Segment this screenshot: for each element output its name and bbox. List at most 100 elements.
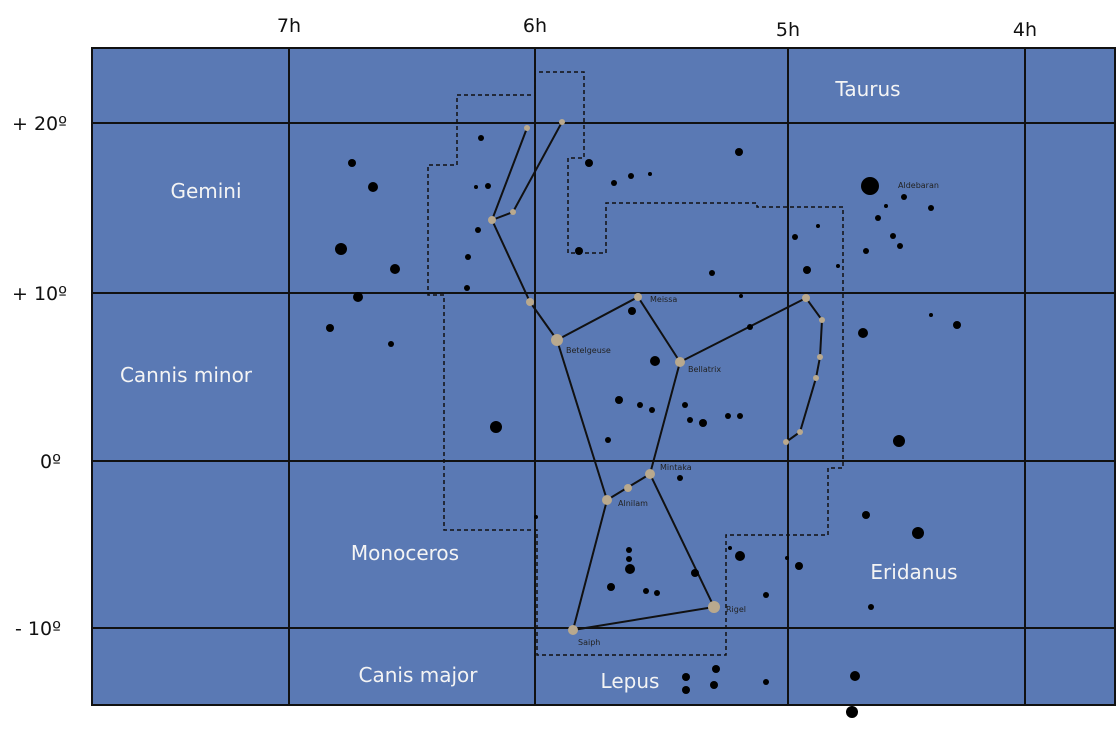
orion-star — [488, 216, 496, 224]
star — [648, 172, 652, 176]
star — [615, 396, 623, 404]
star — [607, 583, 615, 591]
star — [850, 671, 860, 681]
star — [816, 224, 820, 228]
star — [699, 419, 707, 427]
star — [747, 324, 753, 330]
star — [464, 285, 470, 291]
star — [474, 185, 478, 189]
star — [682, 402, 688, 408]
star — [575, 247, 583, 255]
orion-star — [645, 469, 655, 479]
star-label: Saiph — [578, 638, 600, 647]
ra-label: 4h — [1013, 19, 1037, 41]
star — [335, 243, 347, 255]
constellation-label: Canis major — [359, 663, 479, 687]
ra-label: 6h — [523, 15, 547, 37]
star — [626, 556, 632, 562]
star — [650, 356, 660, 366]
constellation-label: Monoceros — [351, 541, 459, 565]
star-label: Aldebaran — [898, 181, 939, 190]
map-area — [91, 47, 1116, 706]
dec-label: + 20º — [12, 113, 67, 135]
star — [953, 321, 961, 329]
star-label: Alnilam — [618, 499, 648, 508]
star — [712, 665, 720, 673]
star — [890, 233, 896, 239]
orion-star — [813, 375, 819, 381]
orion-star — [510, 209, 516, 215]
star-label: Mintaka — [660, 463, 692, 472]
star — [737, 413, 743, 419]
constellation-label: Cannis minor — [120, 363, 253, 387]
star — [728, 546, 732, 550]
ra-label: 5h — [776, 19, 800, 41]
star — [836, 264, 840, 268]
dec-label: 0º — [40, 451, 61, 473]
star — [901, 194, 907, 200]
star — [485, 183, 491, 189]
ra-label: 7h — [277, 15, 301, 37]
star — [710, 681, 718, 689]
star — [605, 437, 611, 443]
orion-star — [802, 294, 810, 302]
star — [626, 547, 632, 553]
orion-star — [783, 439, 789, 445]
orion-star — [568, 625, 578, 635]
orion-star — [559, 119, 565, 125]
orion-star — [634, 293, 642, 301]
orion-star — [675, 357, 685, 367]
star — [490, 421, 502, 433]
star — [353, 292, 363, 302]
orion-star — [708, 601, 720, 613]
star — [863, 248, 869, 254]
star — [368, 182, 378, 192]
star — [649, 407, 655, 413]
dec-label: - 10º — [15, 618, 61, 640]
orion-star — [602, 495, 612, 505]
star — [884, 204, 888, 208]
constellation-label: Taurus — [834, 77, 900, 101]
star — [628, 173, 634, 179]
star — [677, 475, 683, 481]
star — [585, 159, 593, 167]
star — [861, 177, 879, 195]
orion-star — [551, 334, 563, 346]
star — [739, 294, 743, 298]
star — [390, 264, 400, 274]
star — [763, 679, 769, 685]
stars — [326, 119, 961, 718]
constellation-label: Lepus — [601, 669, 660, 693]
star — [875, 215, 881, 221]
star — [928, 205, 934, 211]
star — [785, 556, 789, 560]
star-label: Bellatrix — [688, 365, 721, 374]
star — [682, 686, 690, 694]
dec-label: + 10º — [12, 283, 67, 305]
orion-star — [819, 317, 825, 323]
star — [868, 604, 874, 610]
star — [643, 588, 649, 594]
star — [388, 341, 394, 347]
star — [628, 307, 636, 315]
orion-figure — [490, 121, 824, 632]
star — [625, 564, 635, 574]
star — [792, 234, 798, 240]
star — [691, 569, 699, 577]
star — [687, 417, 693, 423]
star — [637, 402, 643, 408]
star — [912, 527, 924, 539]
star — [725, 413, 731, 419]
orion-star — [817, 354, 823, 360]
star — [735, 551, 745, 561]
star — [348, 159, 356, 167]
orion-star — [624, 484, 632, 492]
star — [709, 270, 715, 276]
star-label: Rigel — [726, 605, 746, 614]
star — [654, 590, 660, 596]
star — [611, 180, 617, 186]
star — [795, 562, 803, 570]
star — [534, 515, 538, 519]
orion-boundary — [427, 71, 844, 656]
